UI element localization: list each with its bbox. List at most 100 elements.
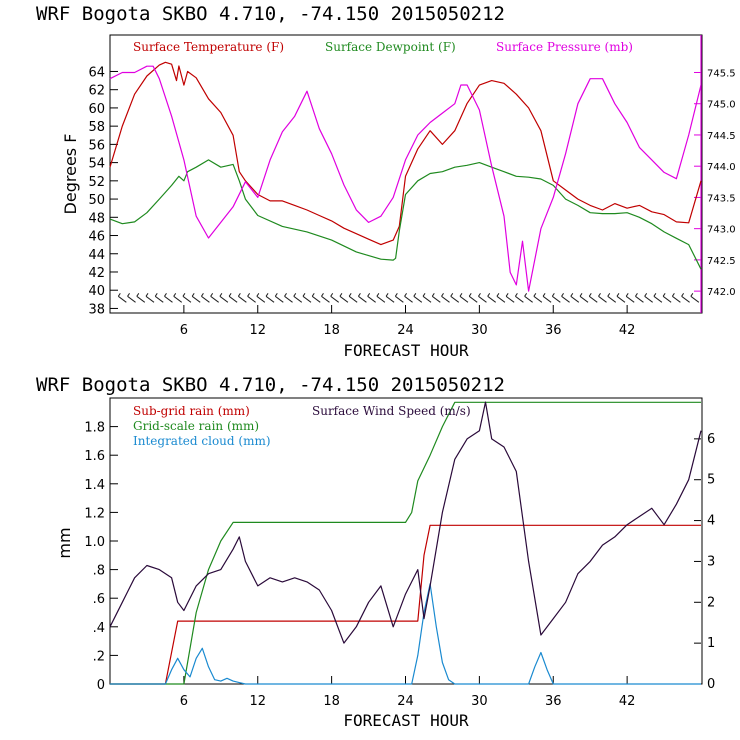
wind-barb <box>256 295 266 303</box>
wind-barb <box>662 295 672 303</box>
wind-barb-flag <box>431 293 435 297</box>
top-y2-tick-label: 743.0 <box>707 225 736 236</box>
bottom-y-tick-label: .8 <box>93 564 105 579</box>
top-y-tick-label: 52 <box>88 175 105 190</box>
bottom-x-tick-label: 24 <box>397 694 414 709</box>
wind-barb <box>653 295 663 303</box>
wind-barb <box>505 295 515 303</box>
wind-barb-flag <box>671 293 675 297</box>
top-y2-tick-label: 745.0 <box>707 100 736 111</box>
wind-barb <box>459 295 469 303</box>
wind-barb-flag <box>247 293 251 297</box>
top-y-tick-label: 38 <box>88 302 105 317</box>
top-y-tick-label: 62 <box>88 84 105 99</box>
bottom-y2-tick-label: 3 <box>707 554 715 569</box>
wind-barb-flag <box>339 293 343 297</box>
top-y-tick-label: 64 <box>88 65 105 80</box>
wind-barb <box>145 295 155 303</box>
legend-surface-dewpoint: Surface Dewpoint (F) <box>325 40 456 54</box>
wind-barb-flag <box>173 293 177 297</box>
wind-barb-flag <box>542 293 546 297</box>
wind-barb-flag <box>625 293 629 297</box>
wind-barb-flag <box>284 293 287 297</box>
bottom-y2-tick-label: 2 <box>707 595 715 610</box>
bottom-y-tick-label: .6 <box>93 592 105 607</box>
wind-barb <box>561 295 570 303</box>
wind-barb-flag <box>164 293 167 297</box>
top-y-tick-label: 48 <box>88 211 105 226</box>
wind-barb <box>496 295 506 303</box>
wind-barb-flag <box>607 293 611 297</box>
wind-barb <box>127 295 136 303</box>
wind-barb <box>136 295 146 303</box>
wind-barb-flag <box>182 293 186 297</box>
wind-barb <box>330 295 340 303</box>
wind-barb <box>191 295 201 303</box>
wind-barb <box>616 295 626 303</box>
top-y-tick-label: 46 <box>88 230 105 245</box>
wind-barb-flag <box>422 293 426 297</box>
bottom-y-tick-label: .4 <box>93 621 105 636</box>
bottom-y-tick-label: 0 <box>97 678 105 693</box>
bottom-x-tick-label: 12 <box>249 694 266 709</box>
wind-barb-flag <box>404 293 407 297</box>
wind-barb <box>173 295 183 303</box>
bottom-x-tick-label: 36 <box>545 694 562 709</box>
wind-barb-flag <box>385 293 389 297</box>
wind-barb <box>228 295 238 303</box>
top-y2-tick-label: 742.5 <box>707 256 736 267</box>
top-y2-tick-label: 743.5 <box>707 193 736 204</box>
top-y-tick-label: 56 <box>88 138 105 153</box>
wind-speed-line <box>109 401 702 644</box>
wind-barb-flag <box>201 293 204 297</box>
wind-barb <box>413 295 423 303</box>
wind-barb-flag <box>468 293 472 297</box>
wind-barb <box>690 295 700 303</box>
bottom-series-lines <box>109 401 702 685</box>
bottom-y-tick-label: 1.2 <box>84 506 105 521</box>
wind-barb-flag <box>274 293 278 297</box>
legend-subgrid-rain: Sub-grid rain (mm) <box>133 404 250 418</box>
wind-barb-flag <box>450 293 454 297</box>
bottom-y-axis-label: mm <box>55 527 74 558</box>
wind-barb <box>293 295 303 303</box>
wind-barb-flag <box>644 293 648 297</box>
wind-barb-flag <box>256 293 260 297</box>
wind-barb-flag <box>154 293 158 297</box>
wind-barb <box>625 295 635 303</box>
wind-barb <box>579 295 589 303</box>
pressure-line <box>109 65 702 292</box>
top-y-ticks: 38 40 42 44 46 48 50 52 54 56 58 60 62 64 <box>88 65 118 317</box>
bottom-y2-tick-label: 6 <box>707 432 715 447</box>
wind-barb <box>219 295 229 303</box>
top-y-tick-label: 40 <box>88 284 105 299</box>
wind-barb <box>210 295 219 303</box>
top-x-tick-label: 36 <box>545 323 562 338</box>
bottom-y-ticks: 0 .2 .4 .6 .8 1.0 1.2 1.4 1.6 1.8 <box>84 421 118 693</box>
wind-barb <box>182 295 192 303</box>
bottom-x-axis-label: FORECAST HOUR <box>343 711 469 730</box>
wind-barb-flag <box>681 293 685 297</box>
wind-barb <box>598 295 607 303</box>
top-y2-ticks: 742.0 742.5 743.0 743.5 744.0 744.5 745.0 745.5 <box>694 68 736 298</box>
wind-barb-flag <box>524 293 528 297</box>
wind-barb-flag <box>136 293 140 297</box>
wind-barb <box>348 295 358 303</box>
wind-barb-flag <box>551 293 555 297</box>
wind-barb-flag <box>330 293 334 297</box>
wind-barb <box>552 295 561 303</box>
wind-barb-flag <box>348 293 352 297</box>
wind-barb <box>644 295 653 303</box>
bottom-y2-tick-label: 5 <box>707 473 715 488</box>
integrated-cloud-line <box>110 583 701 685</box>
wind-barb-flag <box>570 293 574 297</box>
wind-barbs <box>117 293 700 303</box>
precipitation-panel: WRF Bogota SKBO 4.710, -74.150 201505021… <box>36 374 715 730</box>
wind-barb-flag <box>413 293 417 297</box>
wind-barb-flag <box>496 293 500 297</box>
bottom-y2-ticks: 0 1 2 3 4 5 6 <box>694 432 715 692</box>
wind-barb <box>201 295 210 303</box>
legend-grid-scale-rain: Grid-scale rain (mm) <box>133 419 259 433</box>
wind-barb-flag <box>616 293 620 297</box>
top-y2-tick-label: 744.0 <box>707 162 736 173</box>
